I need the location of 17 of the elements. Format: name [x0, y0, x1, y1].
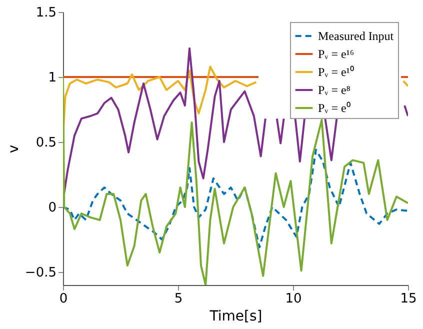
x-tick-label: 10 — [285, 292, 302, 306]
y-tick-label: 1 — [48, 70, 56, 86]
y-tick-label: 0.5 — [36, 136, 56, 150]
line-series — [63, 148, 408, 248]
legend-label: Pᵥ = e¹⁰ — [318, 65, 354, 79]
legend-label: Pᵥ = e⁸ — [318, 83, 350, 97]
y-axis-title: v — [6, 144, 22, 154]
x-tick-label: 15 — [400, 292, 417, 306]
x-tick-label: 5 — [174, 292, 183, 306]
y-tick-label: 1.5 — [36, 6, 56, 20]
legend-label: Pᵥ = e⁰ — [318, 101, 350, 115]
x-axis-title: Time[s] — [208, 308, 262, 324]
x-tick-label: 0 — [59, 292, 68, 306]
legend-label: Pᵥ = e¹⁶ — [318, 47, 354, 61]
y-tick-label: 0 — [48, 200, 56, 216]
legend-label: Measured Input — [318, 29, 394, 43]
y-tick-label: −0.5 — [24, 266, 56, 280]
